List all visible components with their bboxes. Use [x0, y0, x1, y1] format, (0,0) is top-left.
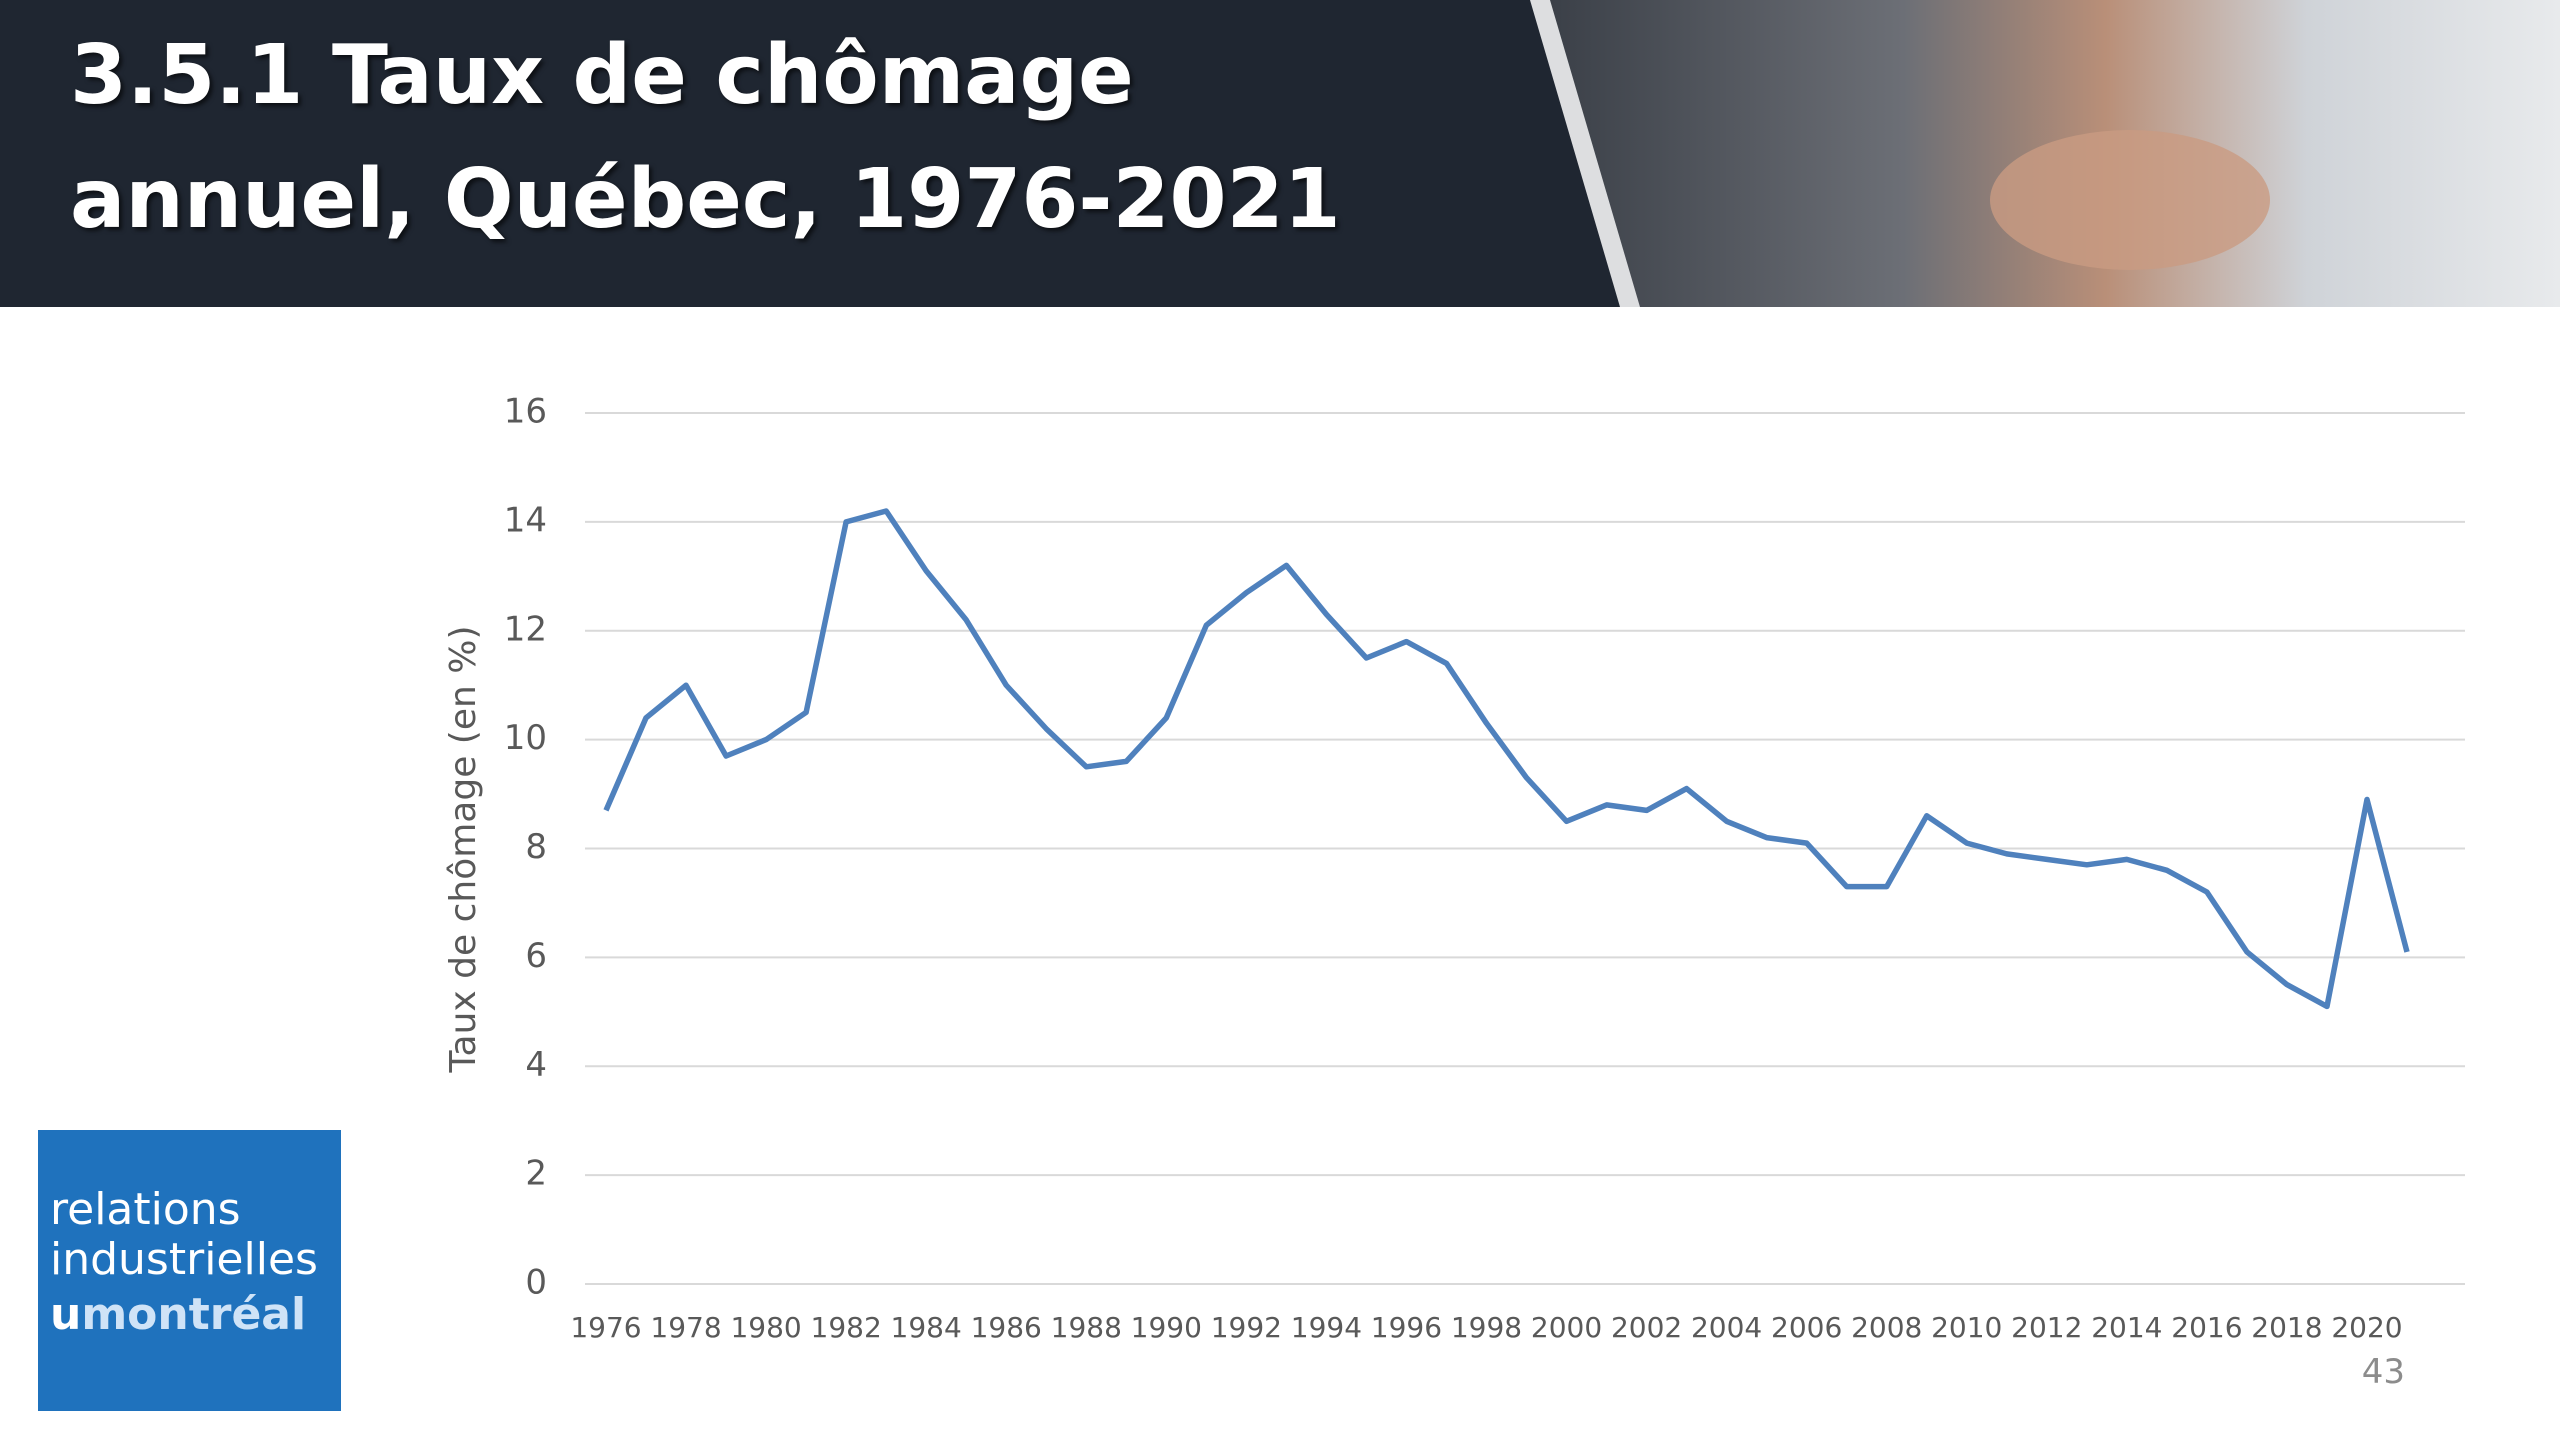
- x-tick-label: 1984: [891, 1311, 962, 1344]
- x-tick-label: 2018: [2251, 1311, 2322, 1344]
- y-tick-label: 16: [504, 392, 547, 432]
- x-tick-label: 2000: [1531, 1311, 1602, 1344]
- x-tick-label: 1988: [1051, 1311, 1122, 1344]
- logo-brand: umontréal: [50, 1290, 306, 1340]
- x-tick-label: 2012: [2011, 1311, 2082, 1344]
- x-tick-label: 2002: [1611, 1311, 1682, 1344]
- x-tick-label: 1994: [1291, 1311, 1362, 1344]
- x-tick-label: 2020: [2331, 1311, 2402, 1344]
- x-tick-label: 1990: [1131, 1311, 1202, 1344]
- x-tick-label: 1986: [971, 1311, 1042, 1344]
- y-tick-label: 10: [504, 718, 547, 758]
- x-tick-label: 2006: [1771, 1311, 1842, 1344]
- slide-title: 3.5.1 Taux de chômage annuel, Québec, 19…: [70, 28, 1341, 247]
- x-tick-label: 1996: [1371, 1311, 1442, 1344]
- y-tick-label: 12: [504, 609, 547, 649]
- logo-brand-prefix: u: [50, 1289, 82, 1340]
- page-number: 43: [2361, 1352, 2405, 1392]
- logo-line: relations: [50, 1184, 241, 1235]
- x-tick-label: 2016: [2171, 1311, 2242, 1344]
- y-tick-label: 2: [525, 1154, 547, 1194]
- chart: Taux de chômage (en %) 0 2 4 6 8 10 12 14 16 1976…: [443, 392, 2465, 1344]
- x-tick-label: 1992: [1211, 1311, 1282, 1344]
- y-tick-label: 14: [504, 500, 547, 540]
- x-tick-label: 1982: [811, 1311, 882, 1344]
- y-tick-label: 8: [525, 827, 547, 867]
- y-tick-label: 6: [525, 936, 547, 976]
- logo-brand-name: montréal: [81, 1289, 307, 1340]
- header: 3.5.1 Taux de chômage annuel, Québec, 19…: [0, 0, 2560, 307]
- x-tick-label: 2010: [1931, 1311, 2002, 1344]
- x-tick-label: 1998: [1451, 1311, 1522, 1344]
- y-tick-label: 4: [525, 1045, 547, 1085]
- logo-line: industrielles: [50, 1234, 318, 1285]
- x-tick-label: 1978: [650, 1311, 721, 1344]
- x-tick-label: 1980: [730, 1311, 801, 1344]
- x-tick-label: 2008: [1851, 1311, 1922, 1344]
- y-axis-title: Taux de chômage (en %): [443, 625, 484, 1073]
- x-tick-label: 2014: [2091, 1311, 2162, 1344]
- data-line: [603, 508, 2410, 1010]
- logo: relations industrielles umontréal: [38, 1130, 341, 1411]
- x-tick-label: 2004: [1691, 1311, 1762, 1344]
- x-tick-label: 1976: [570, 1311, 641, 1344]
- y-tick-label: 0: [525, 1263, 547, 1303]
- header-photo: [1530, 0, 2560, 307]
